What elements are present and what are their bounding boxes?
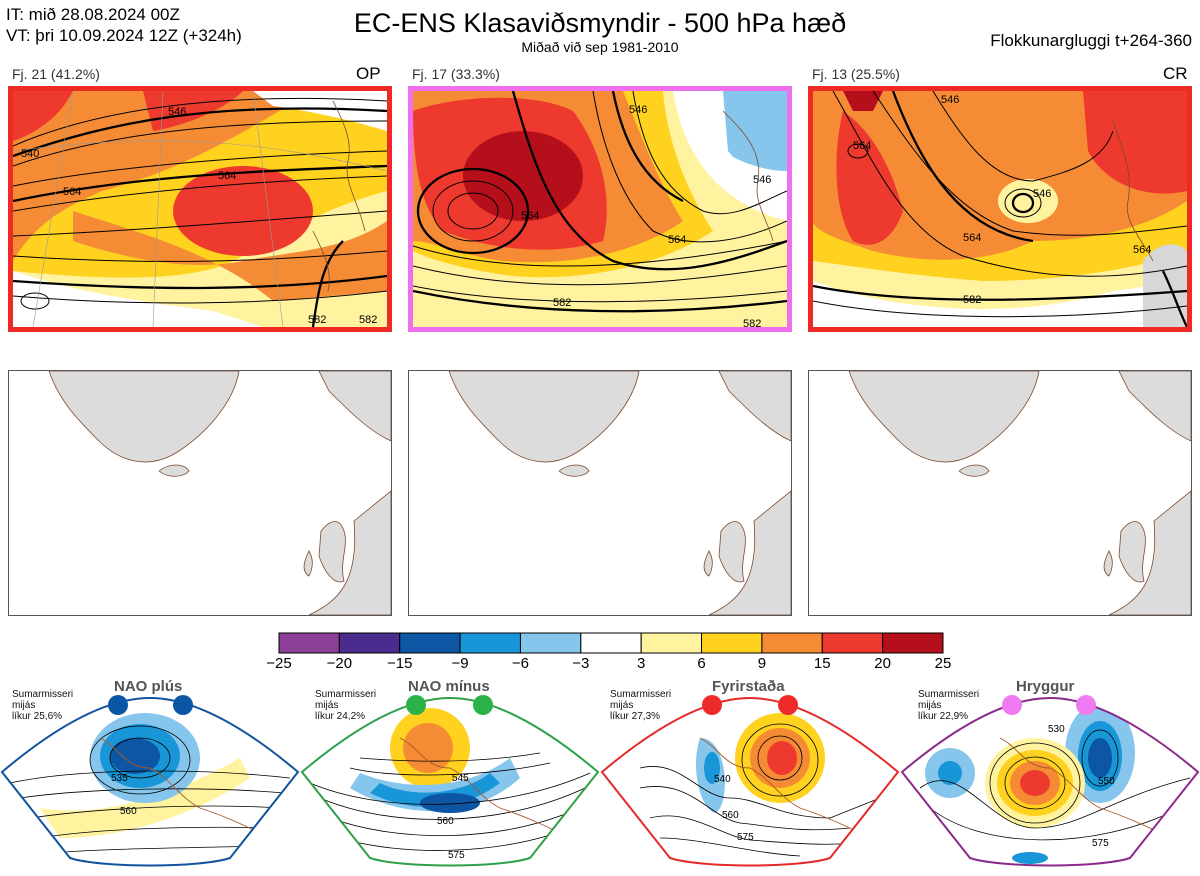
cluster-1-map: 540 546 564 564 582 582 [8,86,392,332]
regime-contour-label: 540 [714,774,731,785]
regime-dot [702,695,722,715]
colorbar-tick-label: −15 [386,655,413,672]
valid-time: VT: þri 10.09.2024 12Z (+324h) [6,26,242,45]
cluster-2-contour-label: 546 [753,174,771,186]
regime-ridge: 530 550 575 Hryggur Sumarmisseri mijás lík… [900,678,1200,871]
cluster-2-contour-label: 546 [629,104,647,116]
regime-contour-label: 575 [448,850,465,861]
regime-title: Fyrirstaða [712,678,785,695]
cluster-3-contour-label: 564 [1133,244,1151,256]
colorbar-cell [701,632,763,654]
regime-dot [473,695,493,715]
regime-nao-plus: 535 560 NAO plús Sumarmisseri mijás líkur … [0,678,300,871]
cluster-2-contour-label: 582 [553,297,571,309]
colorbar-tick-label: 15 [813,655,831,672]
classification-window: Flokkunargluggi t+264-360 [990,31,1192,50]
cluster-1-contour-label: 564 [63,186,81,198]
colorbar-cell [580,632,642,654]
colorbar-cell [459,632,521,654]
colorbar-cell [519,632,582,654]
regime-title: Hryggur [1016,678,1075,695]
base-map-3 [808,370,1192,616]
cluster-2-contour-label: 564 [668,234,686,246]
colorbar-cell [278,632,340,654]
regime-contour-label: 560 [437,816,454,827]
regime-dot [1002,695,1022,715]
colorbar-cell [338,632,401,654]
cluster-3-contour-label: 564 [853,140,871,152]
regime-dot [108,695,128,715]
cluster-3-contour-label: 582 [963,294,981,306]
colorbar-tick-label: −6 [511,655,530,672]
regime-contour-label: 545 [452,773,469,784]
page-subtitle: Miðað við sep 1981-2010 [521,39,679,55]
cluster-3-contour-label: 546 [941,94,959,106]
regime-title: NAO plús [114,678,183,695]
colorbar-cell [761,632,823,654]
cluster-3-map: 546 564 564 546 582 564 [808,86,1192,332]
regime-contour-label: 560 [722,810,739,821]
run-info: IT: mið 28.08.2024 00Z VT: þri 10.09.202… [6,4,242,46]
colorbar-tick-label: 9 [757,655,767,672]
colorbar-tick-label: 25 [934,655,952,672]
cluster-3-contour-label: 546 [1033,188,1051,200]
regime-note: Sumarmisseri mijás líkur 27,3% [610,689,672,722]
colorbar-cell [640,632,703,654]
regime-dot [1076,695,1096,715]
cluster-3-label: Fj. 13 (25.5%) [812,66,900,82]
cluster-1-contour-label: 582 [308,314,326,326]
cluster-1-contour-label: 582 [359,314,377,326]
colorbar-tick-label: −20 [326,655,353,672]
regime-contour-label: 535 [111,773,128,784]
colorbar-cell [399,632,461,654]
colorbar-tick-label: −9 [451,655,469,672]
init-time: IT: mið 28.08.2024 00Z [6,5,180,24]
regime-contour-label: 575 [737,832,754,843]
cluster-1-label: Fj. 21 (41.2%) [12,66,100,82]
regime-nao-minus: 545 560 575 NAO mínus Sumarmisseri mijás l… [300,678,600,871]
base-map-1 [8,370,392,616]
regime-note: Sumarmisseri mijás líkur 22,9% [918,689,980,722]
regime-contour-label: 575 [1092,838,1109,849]
regime-dot [173,695,193,715]
colorbar-tick-label: −25 [266,655,292,672]
cluster-3-contour-label: 564 [963,232,981,244]
regime-blocking: 540 560 575 Fyrirstaða Sumarmisseri mijás… [600,678,900,871]
regime-note: Sumarmisseri mijás líkur 24,2% [315,689,377,722]
cluster-1-tag: OP [356,64,381,83]
page-title: EC-ENS Klasaviðsmyndir - 500 hPa hæð [353,8,847,38]
base-map-2 [408,370,792,616]
regime-note: Sumarmisseri mijás líkur 25,6% [12,689,74,722]
cluster-1-contour-label: 540 [21,148,39,160]
cluster-3-tag: CR [1163,64,1188,83]
regime-dot [778,695,798,715]
colorbar-tick-label: 3 [637,655,646,672]
cluster-1-contour-label: 564 [218,170,236,182]
cluster-2-label: Fj. 17 (33.3%) [412,66,500,82]
colorbar-tick-label: −3 [572,655,590,672]
colorbar-cell [821,632,884,654]
cluster-2-contour-label: 582 [743,318,761,327]
cluster-2-contour-label: 564 [521,210,539,222]
regime-contour-label: 530 [1048,724,1065,735]
colorbar-cell [882,632,944,654]
colorbar-tick-label: 6 [697,655,706,672]
cluster-1-contour-label: 546 [168,106,186,118]
colorbar-tick-label: 20 [874,655,891,672]
regime-contour-label: 560 [120,806,137,817]
colorbar [278,632,944,654]
cluster-2-map: 564 546 564 582 582 546 [408,86,792,332]
regime-contour-label: 550 [1098,776,1115,787]
regime-dot [406,695,426,715]
regime-title: NAO mínus [408,678,490,695]
